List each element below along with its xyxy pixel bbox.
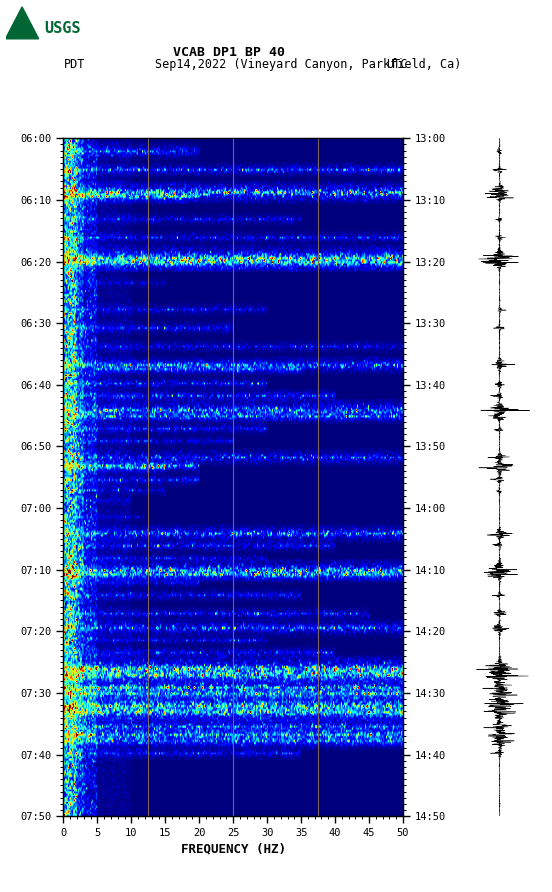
X-axis label: FREQUENCY (HZ): FREQUENCY (HZ) — [181, 842, 286, 855]
Text: VCAB DP1 BP 40: VCAB DP1 BP 40 — [173, 45, 285, 59]
Text: USGS: USGS — [44, 21, 81, 37]
Polygon shape — [6, 7, 39, 39]
Text: PDT: PDT — [63, 58, 85, 71]
Text: Sep14,2022 (Vineyard Canyon, Parkfield, Ca): Sep14,2022 (Vineyard Canyon, Parkfield, … — [155, 58, 461, 71]
Text: UTC: UTC — [386, 58, 408, 71]
